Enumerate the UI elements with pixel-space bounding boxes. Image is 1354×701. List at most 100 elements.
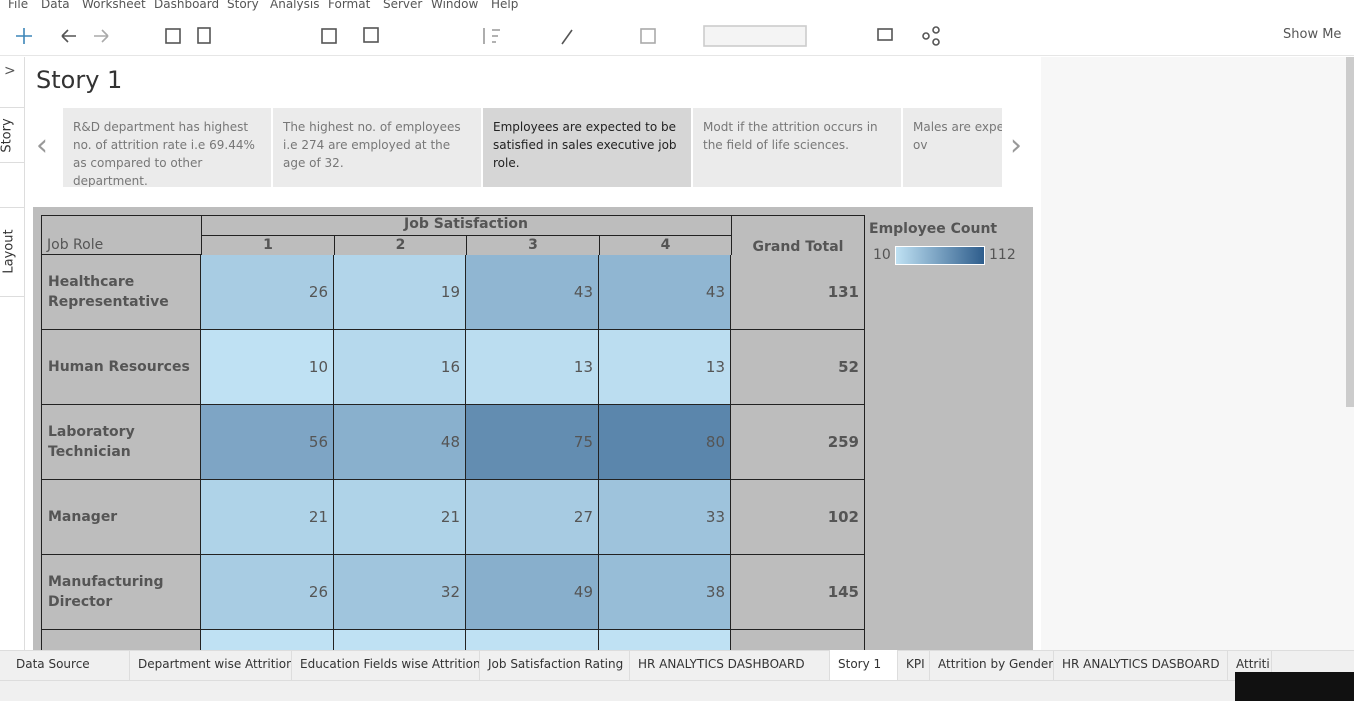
- story-points: R&D department has highest no. of attrit…: [63, 108, 1002, 187]
- heatmap-cell: 13: [599, 330, 731, 405]
- total-cell: 52: [731, 330, 865, 405]
- story-point[interactable]: Males are expec organisation ov: [903, 108, 1002, 187]
- menu-item[interactable]: Data: [41, 0, 70, 11]
- cell-value: 43: [573, 283, 593, 301]
- cell-value: 56: [308, 433, 328, 451]
- heatmap-cell: 16: [334, 330, 466, 405]
- sheet-tab[interactable]: KPI: [898, 650, 930, 680]
- menu-item[interactable]: Analysis: [270, 0, 320, 11]
- legend-gradient: [895, 246, 985, 265]
- heatmap-cell: 32: [334, 555, 466, 630]
- total-value: 102: [827, 508, 859, 526]
- menu-item[interactable]: Story: [227, 0, 259, 11]
- menu-item[interactable]: Format: [328, 0, 371, 11]
- side-panel: > Story Layout: [0, 57, 25, 650]
- story-point[interactable]: R&D department has highest no. of attrit…: [63, 108, 271, 187]
- menu-item[interactable]: Dashboard: [154, 0, 220, 11]
- total-cell: 131: [731, 255, 865, 330]
- row-label: Manufacturing Director: [48, 574, 164, 610]
- cell-value: 49: [573, 583, 593, 601]
- toolbar-icons: [16, 25, 940, 47]
- row-label: Human Resources: [48, 359, 190, 375]
- sheet-tab[interactable]: Data Source: [8, 650, 130, 680]
- prev-point[interactable]: ‹: [36, 128, 48, 163]
- story-side-tab[interactable]: Story: [0, 107, 25, 163]
- story-title: Story 1: [36, 66, 123, 94]
- column-header: 2: [334, 235, 466, 255]
- sheet-tab[interactable]: HR ANALYTICS DASBOARD: [1054, 650, 1228, 680]
- sheet-tab[interactable]: Story 1: [830, 650, 898, 680]
- row-label-cell: Manufacturing Director: [41, 555, 201, 630]
- total-value: 145: [827, 583, 859, 601]
- total-value: 259: [827, 433, 859, 451]
- layout-side-tab[interactable]: Layout: [0, 207, 25, 297]
- column-header: Grand Total: [731, 215, 865, 255]
- story-point[interactable]: The highest no. of employees i.e 274 are…: [273, 108, 481, 187]
- row-header-cell: [41, 215, 201, 255]
- heatmap-cell: 49: [466, 555, 599, 630]
- clipped-cell: [599, 630, 731, 650]
- total-cell: 102: [731, 480, 865, 555]
- cell-value: 75: [573, 433, 593, 451]
- menu-item[interactable]: Help: [491, 0, 519, 11]
- heatmap-cell: 38: [599, 555, 731, 630]
- row-label-cell: Manager: [41, 480, 201, 555]
- cell-value: 43: [705, 283, 725, 301]
- heatmap-cell: 13: [466, 330, 599, 405]
- heatmap-cell: 48: [334, 405, 466, 480]
- tab-label: Story: [0, 118, 15, 153]
- clipped-cell: [731, 630, 865, 650]
- story-point-text: The highest no. of employees i.e 274 are…: [283, 120, 461, 170]
- heatmap-cell: 27: [466, 480, 599, 555]
- heatmap-cell: 19: [334, 255, 466, 330]
- sheet-tab[interactable]: Job Satisfaction Rating: [480, 650, 630, 680]
- row-label-cell: Human Resources: [41, 330, 201, 405]
- scrollbar[interactable]: [1346, 57, 1354, 407]
- column-group-header: Job Satisfaction: [404, 216, 528, 232]
- column-header: 3: [466, 235, 599, 255]
- sheet-tab[interactable]: Department wise Attrition: [130, 650, 292, 680]
- story-point-text: Males are expec organisation ov: [913, 120, 1002, 152]
- clipped-cell: [201, 630, 334, 650]
- menu-item[interactable]: Server: [383, 0, 423, 11]
- empty-area: [1041, 57, 1354, 650]
- cell-value: 38: [705, 583, 725, 601]
- cell-value: 13: [705, 358, 725, 376]
- heatmap-cell: 33: [599, 480, 731, 555]
- cell-value: 26: [308, 583, 328, 601]
- cell-value: 32: [440, 583, 460, 601]
- cell-value: 80: [705, 433, 725, 451]
- column-header: 4: [599, 235, 731, 255]
- row-header: Job Role: [47, 237, 104, 253]
- toolbar: Show Me: [0, 16, 1354, 56]
- menu-item[interactable]: Window: [431, 0, 479, 11]
- menu-bar: File Data Worksheet Dashboard Story Analysis F…: [0, 0, 1354, 14]
- sheet-tab[interactable]: Attrition by Gender: [930, 650, 1054, 680]
- heatmap-cell: 21: [334, 480, 466, 555]
- sheet-tab[interactable]: Education Fields wise Attrition: [292, 650, 480, 680]
- heatmap-cell: 80: [599, 405, 731, 480]
- menu-item[interactable]: File: [8, 0, 29, 11]
- legend-title: Employee Count: [869, 221, 998, 237]
- cell-value: 21: [308, 508, 328, 526]
- story-point[interactable]: Modt if the attrition occurs in the fiel…: [693, 108, 901, 187]
- menu-item[interactable]: Worksheet: [82, 0, 146, 11]
- next-point[interactable]: ›: [1010, 128, 1022, 163]
- heatmap-cell: 21: [201, 480, 334, 555]
- legend-max: 112: [989, 247, 1016, 263]
- total-value: 52: [838, 358, 859, 376]
- sheet-tab[interactable]: HR ANALYTICS DASHBOARD: [630, 650, 830, 680]
- clipped-row: [41, 630, 201, 650]
- cell-value: 48: [440, 433, 460, 451]
- cell-value: 19: [440, 283, 460, 301]
- cell-value: 26: [308, 283, 328, 301]
- sheet-tab-bar: [0, 650, 1354, 680]
- expand-arrow[interactable]: >: [4, 63, 16, 79]
- row-label: Healthcare Representative: [48, 274, 169, 310]
- row-label: Manager: [48, 509, 118, 525]
- dashboard: Job Satisfaction Job Role 1 2 3 4 Grand Total H…: [33, 207, 1033, 650]
- show-me-button[interactable]: Show Me: [1283, 27, 1342, 42]
- story-point[interactable]: Employees are expected to be satisfied i…: [483, 108, 691, 187]
- sheet-tab[interactable]: Attriti: [1228, 650, 1272, 680]
